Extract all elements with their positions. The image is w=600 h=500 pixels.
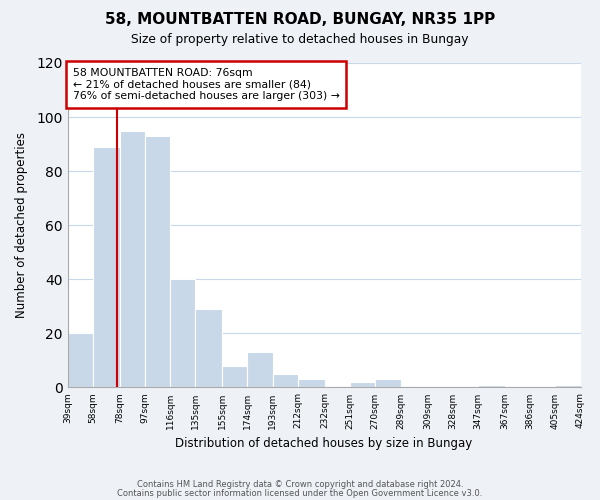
Bar [145,136,170,388]
Text: 58 MOUNTBATTEN ROAD: 76sqm
← 21% of detached houses are smaller (84)
76% of semi: 58 MOUNTBATTEN ROAD: 76sqm ← 21% of deta… [73,68,340,101]
X-axis label: Distribution of detached houses by size in Bungay: Distribution of detached houses by size … [175,437,473,450]
Text: 58, MOUNTBATTEN ROAD, BUNGAY, NR35 1PP: 58, MOUNTBATTEN ROAD, BUNGAY, NR35 1PP [105,12,495,28]
Bar [222,366,247,388]
Bar [93,147,119,388]
Bar [196,309,222,388]
Bar [478,384,505,388]
Bar [350,382,376,388]
Bar [119,130,145,388]
Bar [247,352,273,388]
Bar [170,280,196,388]
Y-axis label: Number of detached properties: Number of detached properties [15,132,28,318]
Text: Contains public sector information licensed under the Open Government Licence v3: Contains public sector information licen… [118,488,482,498]
Text: Size of property relative to detached houses in Bungay: Size of property relative to detached ho… [131,32,469,46]
Text: Contains HM Land Registry data © Crown copyright and database right 2024.: Contains HM Land Registry data © Crown c… [137,480,463,489]
Bar [68,334,93,388]
Bar [376,380,401,388]
Bar [298,380,325,388]
Bar [273,374,298,388]
Bar [555,384,581,388]
